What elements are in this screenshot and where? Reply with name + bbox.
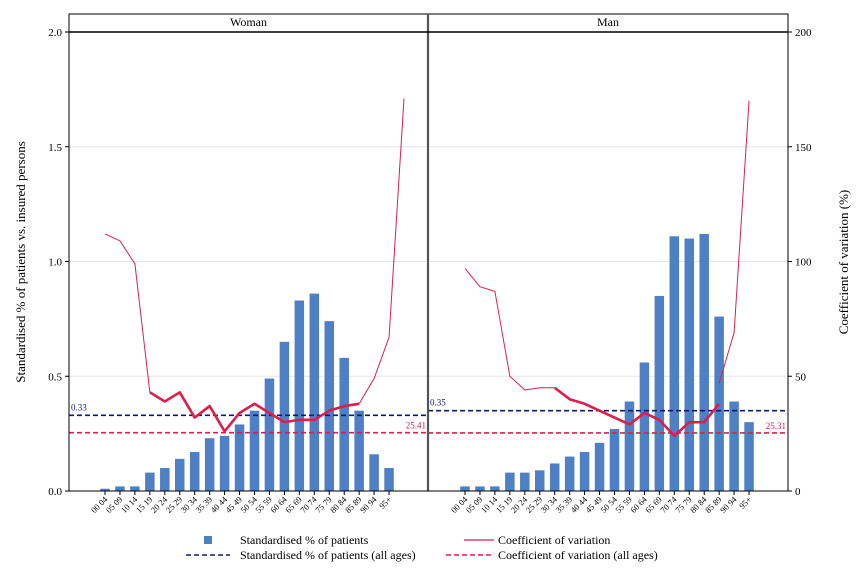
bar — [130, 486, 140, 491]
bar — [189, 451, 200, 491]
bar — [594, 442, 605, 491]
bar — [535, 470, 545, 491]
cv-line-thick — [149, 391, 360, 433]
bar — [520, 472, 530, 491]
bar — [609, 429, 620, 491]
bar — [324, 321, 334, 491]
bar — [234, 424, 245, 491]
y-right-tick-label: 50 — [795, 371, 807, 383]
legend-label-ref-patients: Standardised % of patients (all ages) — [240, 548, 416, 562]
bar — [175, 458, 185, 491]
x-tick-label: 95+ — [377, 494, 394, 511]
ref-label-cv: 25.41 — [406, 421, 426, 431]
cv-line-thin — [358, 98, 405, 405]
y-left-tick-label: 0.0 — [48, 486, 62, 498]
bar — [145, 472, 155, 491]
legend-label-cv: Coefficient of variation — [498, 533, 610, 547]
legend-label-ref-cv: Coefficient of variation (all ages) — [498, 548, 658, 562]
y-left-tick-label: 2.0 — [48, 27, 62, 39]
bar — [115, 486, 125, 491]
bar — [339, 357, 349, 491]
y-right-tick-label: 150 — [795, 142, 812, 154]
bar — [714, 316, 724, 491]
bar — [475, 486, 485, 491]
bar — [219, 435, 230, 491]
y-left-axis-title: Standardised % of patients vs. insured p… — [13, 141, 28, 383]
bar — [639, 362, 650, 491]
x-tick-label: 95+ — [737, 494, 754, 511]
y-right-axis-title: Coefficient of variation (%) — [836, 190, 851, 335]
legend-swatch-bars — [204, 536, 212, 544]
bar — [204, 438, 215, 491]
bar — [160, 468, 170, 491]
bar — [669, 236, 680, 491]
bar — [294, 300, 305, 491]
bar — [279, 341, 290, 491]
y-left-tick-label: 1.0 — [48, 257, 62, 269]
bar — [654, 295, 665, 491]
panel-title: Woman — [230, 15, 267, 29]
y-right-tick-label: 100 — [795, 257, 812, 269]
bar — [309, 293, 320, 491]
bar — [264, 378, 275, 491]
y-right-tick-label: 200 — [795, 27, 812, 39]
bar — [699, 233, 709, 491]
bar — [249, 410, 260, 491]
bar — [460, 486, 470, 491]
bar — [490, 486, 500, 491]
bar — [384, 468, 394, 491]
bar — [744, 422, 754, 491]
bar — [354, 410, 364, 491]
bar — [505, 472, 515, 491]
bar — [579, 451, 590, 491]
x-tick-label: 90 94 — [358, 494, 379, 515]
ref-label-cv: 25.31 — [766, 421, 786, 431]
bar — [624, 401, 635, 491]
bar — [369, 454, 379, 491]
bar — [549, 463, 560, 491]
bar — [564, 456, 575, 491]
y-left-tick-label: 0.5 — [48, 371, 62, 383]
bar — [729, 401, 739, 491]
y-right-tick-label: 0 — [795, 486, 801, 498]
cv-line-thin — [104, 233, 151, 393]
cv-line-thick — [553, 386, 721, 438]
legend-label-bars: Standardised % of patients — [240, 533, 369, 547]
x-tick-label: 90 94 — [718, 494, 739, 515]
ref-label-patients: 0.33 — [71, 402, 87, 412]
bar — [100, 488, 110, 491]
panel-title: Man — [597, 15, 619, 29]
ref-label-patients: 0.35 — [430, 398, 446, 408]
cv-line-thin — [718, 100, 750, 384]
bar — [684, 238, 694, 491]
y-left-tick-label: 1.5 — [48, 142, 62, 154]
cv-line-thin — [464, 268, 555, 391]
